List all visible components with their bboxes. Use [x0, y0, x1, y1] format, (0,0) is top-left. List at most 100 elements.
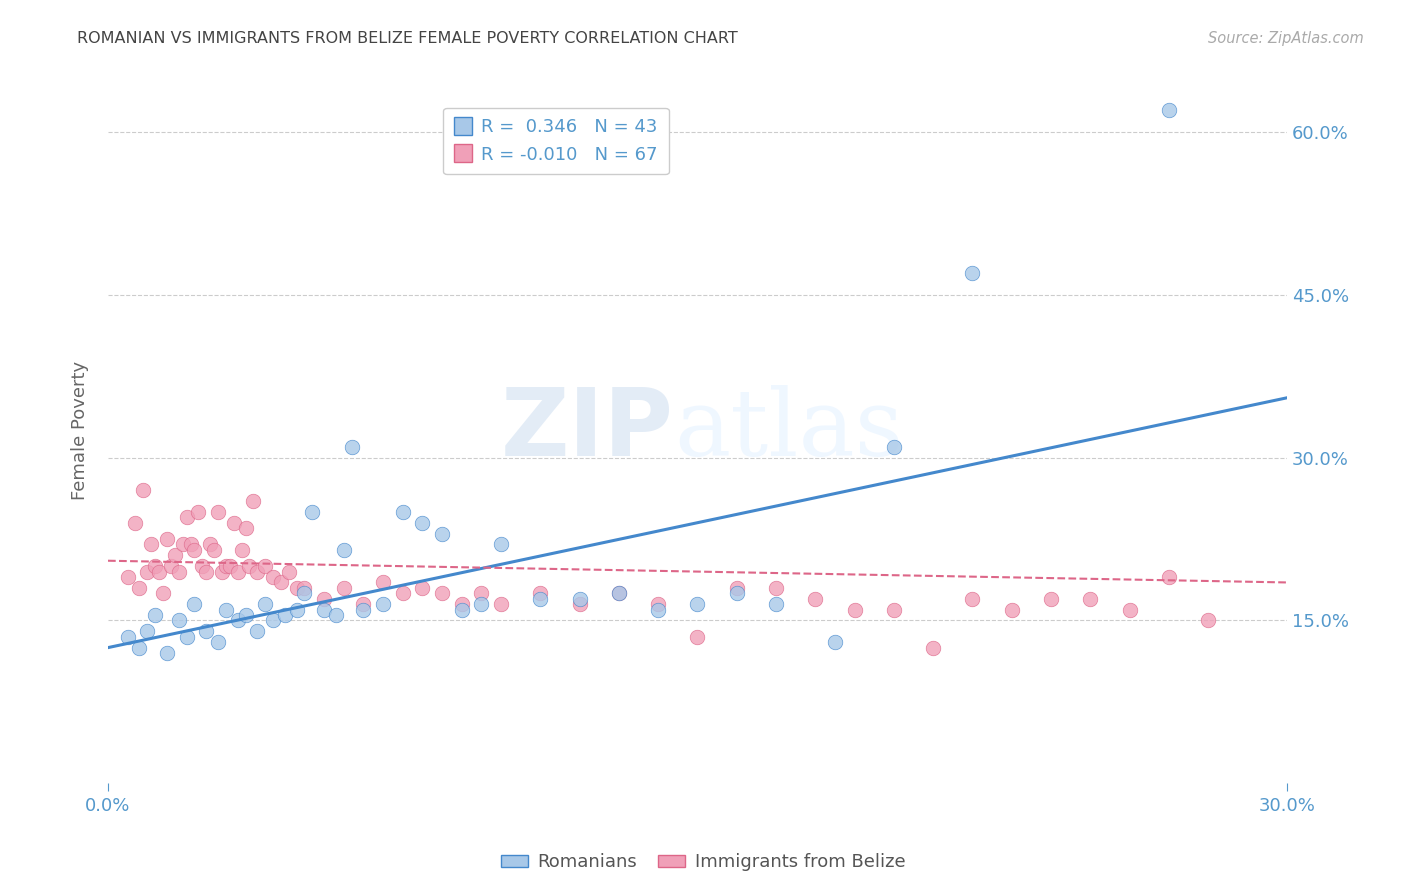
Point: [725, 581, 748, 595]
Point: [371, 597, 394, 611]
Point: [301, 505, 323, 519]
Point: [226, 565, 249, 579]
Point: [211, 565, 233, 579]
Point: [607, 586, 630, 600]
Point: [922, 640, 945, 655]
Point: [285, 602, 308, 616]
Point: [172, 537, 194, 551]
Point: [352, 602, 374, 616]
Point: [430, 586, 453, 600]
Point: [117, 570, 139, 584]
Point: [883, 440, 905, 454]
Point: [725, 586, 748, 600]
Point: [128, 640, 150, 655]
Point: [325, 607, 347, 622]
Point: [187, 505, 209, 519]
Point: [195, 624, 218, 639]
Point: [962, 591, 984, 606]
Point: [332, 581, 354, 595]
Point: [167, 614, 190, 628]
Point: [128, 581, 150, 595]
Point: [765, 597, 787, 611]
Point: [391, 505, 413, 519]
Point: [1157, 570, 1180, 584]
Point: [270, 575, 292, 590]
Point: [179, 537, 201, 551]
Point: [294, 581, 316, 595]
Point: [1157, 103, 1180, 117]
Legend: Romanians, Immigrants from Belize: Romanians, Immigrants from Belize: [494, 847, 912, 879]
Point: [198, 537, 221, 551]
Point: [176, 510, 198, 524]
Point: [246, 565, 269, 579]
Point: [183, 597, 205, 611]
Point: [568, 591, 591, 606]
Legend: R =  0.346   N = 43, R = -0.010   N = 67: R = 0.346 N = 43, R = -0.010 N = 67: [443, 108, 669, 174]
Point: [686, 630, 709, 644]
Point: [529, 586, 551, 600]
Point: [529, 591, 551, 606]
Point: [124, 516, 146, 530]
Point: [235, 521, 257, 535]
Point: [489, 597, 512, 611]
Point: [238, 559, 260, 574]
Point: [824, 635, 846, 649]
Point: [160, 559, 183, 574]
Point: [332, 542, 354, 557]
Point: [285, 581, 308, 595]
Point: [254, 559, 277, 574]
Point: [340, 440, 363, 454]
Point: [156, 532, 179, 546]
Text: ZIP: ZIP: [501, 384, 673, 476]
Point: [254, 597, 277, 611]
Point: [136, 624, 159, 639]
Point: [470, 586, 492, 600]
Point: [489, 537, 512, 551]
Point: [1197, 614, 1219, 628]
Point: [352, 597, 374, 611]
Point: [411, 516, 433, 530]
Point: [450, 597, 472, 611]
Point: [141, 537, 163, 551]
Point: [262, 570, 284, 584]
Point: [143, 607, 166, 622]
Point: [804, 591, 827, 606]
Point: [647, 597, 669, 611]
Point: [231, 542, 253, 557]
Text: Source: ZipAtlas.com: Source: ZipAtlas.com: [1208, 31, 1364, 46]
Point: [242, 494, 264, 508]
Point: [262, 614, 284, 628]
Point: [235, 607, 257, 622]
Point: [962, 266, 984, 280]
Point: [195, 565, 218, 579]
Point: [167, 565, 190, 579]
Point: [156, 646, 179, 660]
Y-axis label: Female Poverty: Female Poverty: [72, 361, 89, 500]
Point: [1080, 591, 1102, 606]
Point: [568, 597, 591, 611]
Point: [226, 614, 249, 628]
Point: [274, 607, 297, 622]
Point: [207, 505, 229, 519]
Point: [765, 581, 787, 595]
Point: [391, 586, 413, 600]
Point: [222, 516, 245, 530]
Point: [411, 581, 433, 595]
Point: [430, 526, 453, 541]
Point: [152, 586, 174, 600]
Point: [1040, 591, 1063, 606]
Point: [176, 630, 198, 644]
Point: [371, 575, 394, 590]
Point: [686, 597, 709, 611]
Point: [277, 565, 299, 579]
Point: [117, 630, 139, 644]
Point: [215, 602, 238, 616]
Point: [132, 483, 155, 497]
Text: atlas: atlas: [673, 385, 903, 475]
Point: [883, 602, 905, 616]
Point: [136, 565, 159, 579]
Point: [607, 586, 630, 600]
Point: [148, 565, 170, 579]
Point: [207, 635, 229, 649]
Text: ROMANIAN VS IMMIGRANTS FROM BELIZE FEMALE POVERTY CORRELATION CHART: ROMANIAN VS IMMIGRANTS FROM BELIZE FEMAL…: [77, 31, 738, 46]
